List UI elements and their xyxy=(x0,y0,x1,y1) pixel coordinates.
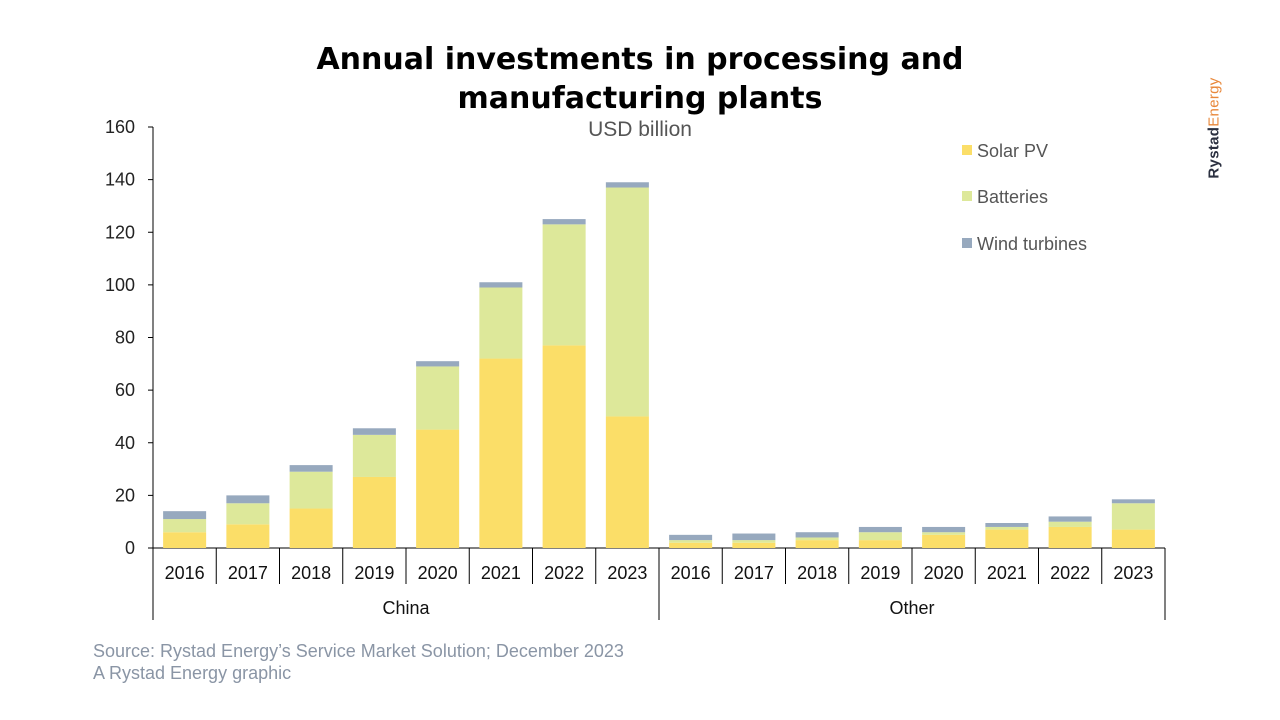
bar-segment-wind-turbines xyxy=(1111,499,1155,504)
bar-segment-batteries xyxy=(416,366,460,430)
x-tick-label: 2020 xyxy=(418,563,458,583)
bar-segment-wind-turbines xyxy=(1048,516,1092,522)
x-tick-label: 2019 xyxy=(860,563,900,583)
y-tick-label: 160 xyxy=(105,117,135,137)
bar-segment-wind-turbines xyxy=(479,282,523,288)
bar-segment-batteries xyxy=(163,519,207,533)
bar-segment-wind-turbines xyxy=(542,219,586,225)
bar-segment-batteries xyxy=(1111,503,1155,530)
bar-segment-wind-turbines xyxy=(289,465,333,472)
bar-segment-batteries xyxy=(605,187,649,417)
bar-segment-solar-pv xyxy=(542,345,586,548)
x-tick-label: 2020 xyxy=(924,563,964,583)
legend-label: Wind turbines xyxy=(977,234,1087,254)
chart-subtitle: USD billion xyxy=(588,118,692,141)
bar-segment-solar-pv xyxy=(1111,529,1155,548)
legend-label: Batteries xyxy=(977,187,1048,207)
bar-segment-batteries xyxy=(985,526,1029,530)
bar-segment-batteries xyxy=(669,540,713,543)
bar-segment-batteries xyxy=(1048,521,1092,527)
bar-segment-batteries xyxy=(479,287,523,359)
y-tick-label: 0 xyxy=(125,538,135,558)
bar-segment-wind-turbines xyxy=(985,523,1029,527)
bar-segment-wind-turbines xyxy=(226,495,270,504)
y-tick-label: 120 xyxy=(105,222,135,242)
x-tick-label: 2021 xyxy=(481,563,521,583)
x-tick-label: 2019 xyxy=(354,563,394,583)
x-tick-label: 2022 xyxy=(1050,563,1090,583)
bar-segment-wind-turbines xyxy=(732,533,776,541)
bar-segment-solar-pv xyxy=(669,542,713,548)
y-tick-label: 40 xyxy=(115,433,135,453)
x-tick-label: 2022 xyxy=(544,563,584,583)
chart-title-line-2: manufacturing plants xyxy=(457,81,823,116)
chart-title: Annual investments in processing and man… xyxy=(290,40,990,118)
bar-segment-solar-pv xyxy=(732,542,776,548)
y-tick-label: 60 xyxy=(115,380,135,400)
bar-segment-wind-turbines xyxy=(858,526,902,533)
bar-segment-batteries xyxy=(922,532,966,535)
x-tick-label: 2017 xyxy=(734,563,774,583)
bar-segment-solar-pv xyxy=(985,529,1029,548)
bar-segment-solar-pv xyxy=(352,476,396,548)
x-tick-label: 2016 xyxy=(165,563,205,583)
legend-swatch xyxy=(962,191,972,201)
bar-segment-solar-pv xyxy=(795,540,839,548)
bar-segment-solar-pv xyxy=(416,429,460,548)
bar-segment-batteries xyxy=(226,503,270,525)
y-tick-label: 140 xyxy=(105,170,135,190)
bar-segment-solar-pv xyxy=(605,416,649,548)
bar-segment-solar-pv xyxy=(289,508,333,548)
chart-title-line-1: Annual investments in processing and xyxy=(316,42,964,77)
bar-segment-batteries xyxy=(289,471,333,509)
source-note: Source: Rystad Energy’s Service Market S… xyxy=(93,640,624,684)
legend-swatch xyxy=(962,238,972,248)
bar-segment-wind-turbines xyxy=(669,534,713,541)
bar-segment-wind-turbines xyxy=(416,361,460,367)
legend-swatch xyxy=(962,145,972,155)
bar-segment-solar-pv xyxy=(1048,526,1092,548)
y-tick-label: 20 xyxy=(115,485,135,505)
bar-segment-wind-turbines xyxy=(795,532,839,538)
bar-segment-wind-turbines xyxy=(352,428,396,435)
bar-segment-wind-turbines xyxy=(605,182,649,188)
x-tick-label: 2018 xyxy=(797,563,837,583)
source-line: Source: Rystad Energy’s Service Market S… xyxy=(93,641,624,661)
bar-segment-solar-pv xyxy=(858,540,902,548)
bar-segment-batteries xyxy=(858,532,902,541)
bar-segment-batteries xyxy=(795,537,839,541)
x-tick-label: 2017 xyxy=(228,563,268,583)
x-tick-label: 2018 xyxy=(291,563,331,583)
bar-segment-batteries xyxy=(732,540,776,543)
bar-segment-solar-pv xyxy=(922,534,966,548)
bar-segment-wind-turbines xyxy=(922,526,966,533)
legend-label: Solar PV xyxy=(977,141,1048,161)
x-tick-label: 2016 xyxy=(671,563,711,583)
x-tick-label: 2023 xyxy=(607,563,647,583)
group-label: Other xyxy=(889,598,934,618)
bar-segment-solar-pv xyxy=(479,358,523,548)
bar-segment-wind-turbines xyxy=(163,511,207,520)
x-tick-label: 2023 xyxy=(1113,563,1153,583)
x-tick-label: 2021 xyxy=(987,563,1027,583)
credit-line: A Rystad Energy graphic xyxy=(93,663,292,683)
bar-segment-solar-pv xyxy=(163,532,207,548)
y-tick-label: 100 xyxy=(105,275,135,295)
y-tick-label: 80 xyxy=(115,328,135,348)
bar-segment-batteries xyxy=(352,434,396,477)
bar-segment-batteries xyxy=(542,224,586,346)
group-label: China xyxy=(382,598,430,618)
bar-segment-solar-pv xyxy=(226,524,270,548)
